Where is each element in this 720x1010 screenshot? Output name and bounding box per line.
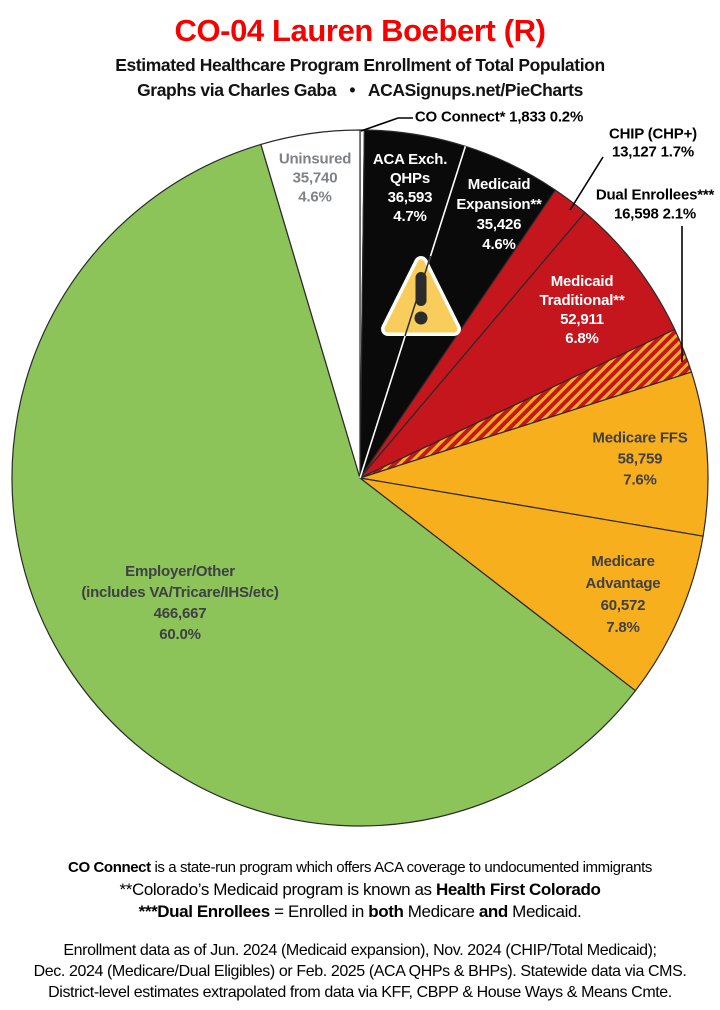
co-connect-callout-line: [360, 117, 413, 132]
slice-label-co-connect: CO Connect* 1,833 0.2%: [414, 108, 584, 126]
footnote-dual-enrollees: ***Dual Enrollees = Enrolled in both Med…: [138, 902, 582, 921]
pie-slice-medicare-ffs: [359, 371, 709, 537]
page-subtitle: Estimated Healthcare Program Enrollment …: [115, 55, 605, 75]
slice-label-chip: CHIP (CHP+) 13,127 1.7%: [609, 125, 697, 161]
pie-slice-uninsured: [260, 129, 361, 479]
source-note-line-2: Dec. 2024 (Medicare/Dual Eligibles) or F…: [33, 963, 687, 980]
slice-label-uninsured: Uninsured 35,740 4.6%: [278, 150, 352, 206]
divider-over-warning-icon: [404, 255, 432, 337]
pie-slice-employer-other: [11, 143, 636, 827]
slice-label-medicare-ffs: Medicare FFS 58,759 7.6%: [592, 429, 688, 489]
slice-label-employer-other: Employer/Other (includes VA/Tricare/IHS/…: [81, 563, 279, 643]
pie-slice-medicare-advantage: [359, 477, 704, 692]
pie-slice-medicaid-traditional: [359, 211, 676, 479]
source-note-line-1: Enrollment data as of Jun. 2024 (Medicai…: [63, 942, 657, 959]
slice-label-medicaid-expansion: Medicaid Expansion** 35,426 4.6%: [456, 176, 542, 253]
footnote-medicaid-name: **Colorado’s Medicaid program is known a…: [119, 880, 601, 899]
slice-label-dual-enrollees: Dual Enrollees*** 16,598 2.1%: [595, 186, 715, 223]
slice-label-aca-qhps: ACA Exch. QHPs 36,593 4.7%: [372, 151, 448, 225]
page-title: CO-04 Lauren Boebert (R): [174, 13, 546, 48]
pie-slices-group: [11, 129, 709, 827]
warning-triangle-icon: [381, 256, 461, 336]
slice-label-medicare-advantage: Medicare Advantage 60,572 7.8%: [585, 553, 661, 636]
slice-label-medicaid-traditional: Medicaid Traditional** 52,911 6.8%: [539, 273, 625, 347]
credit-line: Graphs via Charles Gaba • ACASignups.net…: [137, 80, 583, 100]
chip-callout-line: [569, 156, 604, 211]
footnote-co-connect: CO Connect is a state-run program which …: [68, 859, 652, 876]
source-note-line-3: District-level estimates extrapolated fr…: [48, 984, 672, 1001]
